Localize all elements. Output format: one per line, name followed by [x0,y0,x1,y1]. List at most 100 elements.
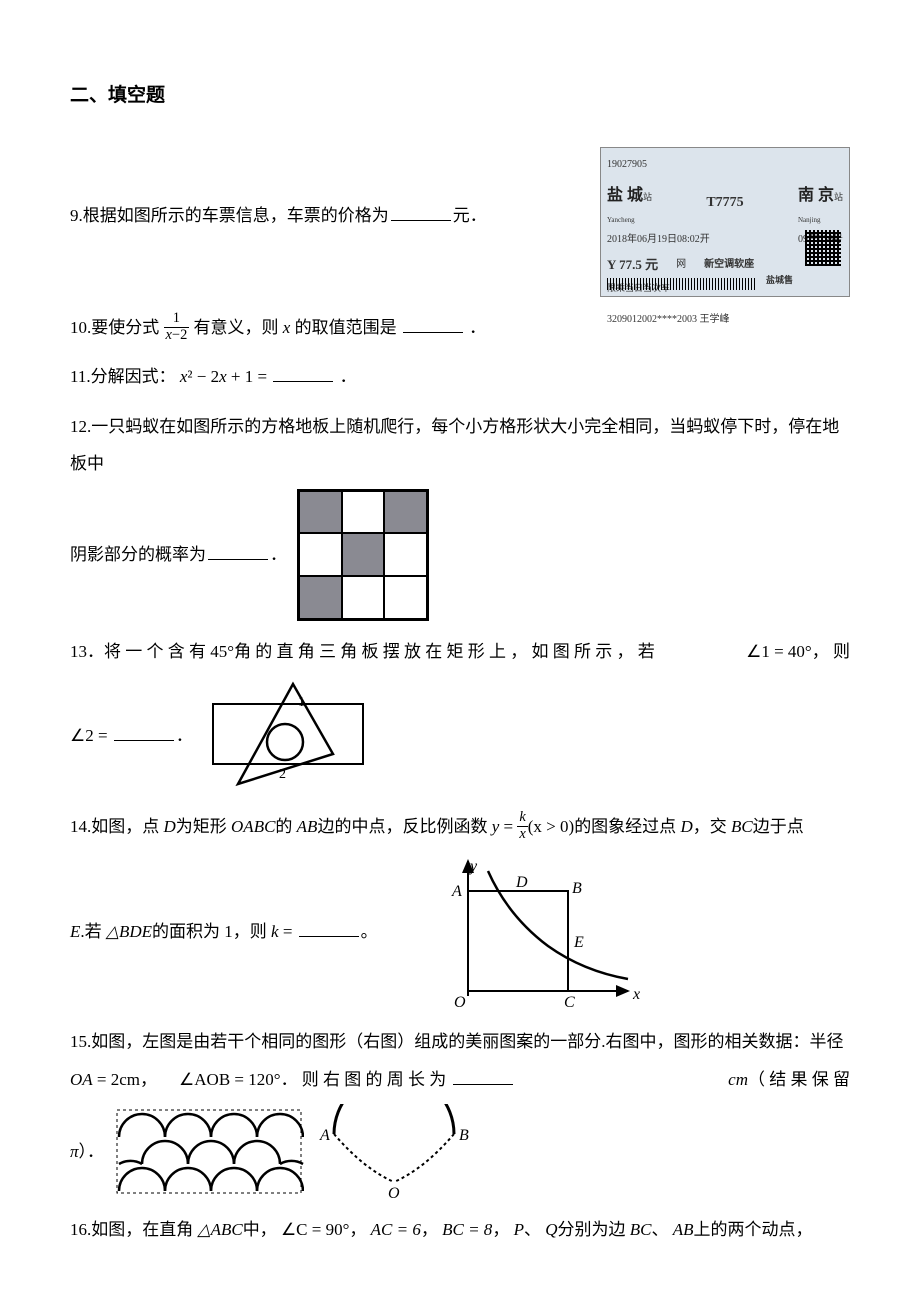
ticket-to-sub: 站 [834,192,843,202]
p14-l2c: 的面积为 1，则 [152,922,271,941]
ticket-id: 19027905 [607,154,843,176]
p14-fig-y: y [468,858,478,875]
ticket-type: 新空调软座 [704,254,754,276]
p14-fig-B: B [572,880,582,897]
p15-OA: OA [70,1070,93,1089]
problem-16: 16.如图，在直角 △ABC中， ∠C = 90°， AC = 6， BC = … [70,1211,850,1248]
p16-ac: AC = 6 [371,1220,421,1239]
p14-cond: (x > 0) [528,817,574,836]
p14-l2d: = [279,922,297,941]
p14-t7: 边于点 [753,817,804,836]
p13-ang1: ∠1 = 40° [746,642,812,661]
p15-left-figure [114,1107,304,1197]
p13-figure: 1 2 [203,676,383,796]
ticket-datetime: 2018年06月19日08:02开 [607,229,710,251]
ticket-from: 盐 城 [607,187,643,204]
problem-14: 14.如图，点 D为矩形 OABC的 AB边的中点，反比例函数 y = kx(x… [70,808,850,1011]
p14-fig-x: x [632,986,640,1003]
p14-t5: 的图象经过点 [574,817,680,836]
p15-blank [453,1068,513,1085]
p9-suffix: 元． [453,206,487,225]
p11-b: ² − 2 [187,367,219,386]
problem-15: 15.如图，左图是由若干个相同的图形（右图）组成的美丽图案的一部分.右图中，图形… [70,1023,850,1199]
p13-line2: ∠2 = [70,726,112,745]
p14-t3: 的 [275,817,296,836]
ticket-train: T7775 [706,188,743,219]
p10-den-2: −2 [172,327,187,343]
p12-line2-prefix: 阴影部分的概率为 [70,545,206,564]
p16-t7: 分别为边 [557,1220,629,1239]
p11-xc: x [219,367,227,386]
ticket-bottom-tag: 盐城售 [766,271,793,291]
ticket-barcode [607,278,757,290]
p12-period: ． [270,545,287,564]
p13-t1: 13．将 一 个 含 有 [70,642,210,661]
p15-t3: （ 结 果 保 留 [748,1070,850,1089]
p12-grid [297,489,429,621]
p16-t5: ， [492,1220,513,1239]
p14-fig-D: D [515,874,528,891]
ticket-qr [805,230,841,266]
p13-blank [114,724,174,741]
p16-t1: 16.如图，在直角 [70,1220,198,1239]
p15-t4: ）． [79,1142,105,1161]
p13-t2: 角 的 直 角 三 角 板 摆 放 在 矩 形 上 ， 如 图 所 示 ， 若 [234,642,655,661]
ticket-idline: 3209012002****2003 王学峰 [607,309,843,331]
p14-E: E [70,922,80,941]
p14-fig-O: O [454,994,466,1011]
p10-prefix: 10.要使分式 [70,318,164,337]
p15-fig-B: B [459,1127,469,1144]
p15-fig-O: O [388,1185,400,1199]
p16-tri: △ABC [198,1220,243,1239]
ticket-class: 网 [676,254,686,276]
ticket-price: Y 77.5 元 [607,251,658,280]
problem-13: 13．将 一 个 含 有 45°角 的 直 角 三 角 板 摆 放 在 矩 形 … [70,633,850,796]
p15-unit: cm [728,1070,748,1089]
problem-12: 12.一只蚂蚁在如图所示的方格地板上随机爬行，每个小方格形状大小完全相同，当蚂蚁… [70,408,850,621]
p14-t1: 14.如图，点 [70,817,164,836]
p16-t6: 、 [524,1220,545,1239]
p15-AOB: ∠AOB [179,1070,230,1089]
p14-blank [299,920,359,937]
p16-Q: Q [545,1220,557,1239]
p16-AB: AB [673,1220,694,1239]
p14-tri: △BDE [106,922,152,941]
p9-blank [391,204,451,221]
p16-bc: BC = 8 [442,1220,492,1239]
p15-line1: 15.如图，左图是由若干个相同的图形（右图）组成的美丽图案的一部分.右图中，图形… [70,1023,850,1060]
ticket-figure: 19027905 盐 城站 Yancheng T7775 南 京站 Nanjin… [600,147,850,297]
p16-P: P [514,1220,524,1239]
problem-9: 9.根据如图所示的车票信息，车票的价格为 元． 19027905 盐 城站 Yan… [70,147,850,297]
p13-period: ． [176,726,193,745]
ticket-to-pinyin: Nanjing [798,213,843,228]
p12-blank [208,543,268,560]
p13-t3: ， 则 [812,642,850,661]
p16-angC: ∠C = 90° [281,1220,349,1239]
p14-OABC: OABC [231,817,275,836]
p10-mid: 有意义，则 [194,318,283,337]
p11-period: ． [340,367,357,386]
p15-right-figure: A B O [314,1104,484,1199]
p14-fig-E: E [573,934,584,951]
ticket-from-sub: 站 [643,192,652,202]
p16-BC: BC [630,1220,652,1239]
p14-D: D [164,817,176,836]
p15-pi: π [70,1142,79,1161]
p14-AB: AB [297,817,318,836]
section-title: 二、填空题 [70,80,850,107]
p14-t6: ，交 [693,817,731,836]
p16-t2: 中， [243,1220,281,1239]
p11-prefix: 11.分解因式： [70,367,180,386]
p14-k: k [517,810,527,827]
p10-num: 1 [164,311,190,328]
p14-eq: = [499,817,517,836]
p14-BC: BC [731,817,753,836]
ticket-to: 南 京 [798,187,834,204]
p10-tail: 的取值范围是 [295,318,397,337]
p15-c1: ， [140,1070,157,1089]
p13-label2: 2 [279,767,286,782]
p14-fig-C: C [564,994,575,1011]
p14-figure: y x A D B E C O [428,851,648,1011]
p14-kv: k [271,922,279,941]
p9-prefix: 9.根据如图所示的车票信息，车票的价格为 [70,206,389,225]
